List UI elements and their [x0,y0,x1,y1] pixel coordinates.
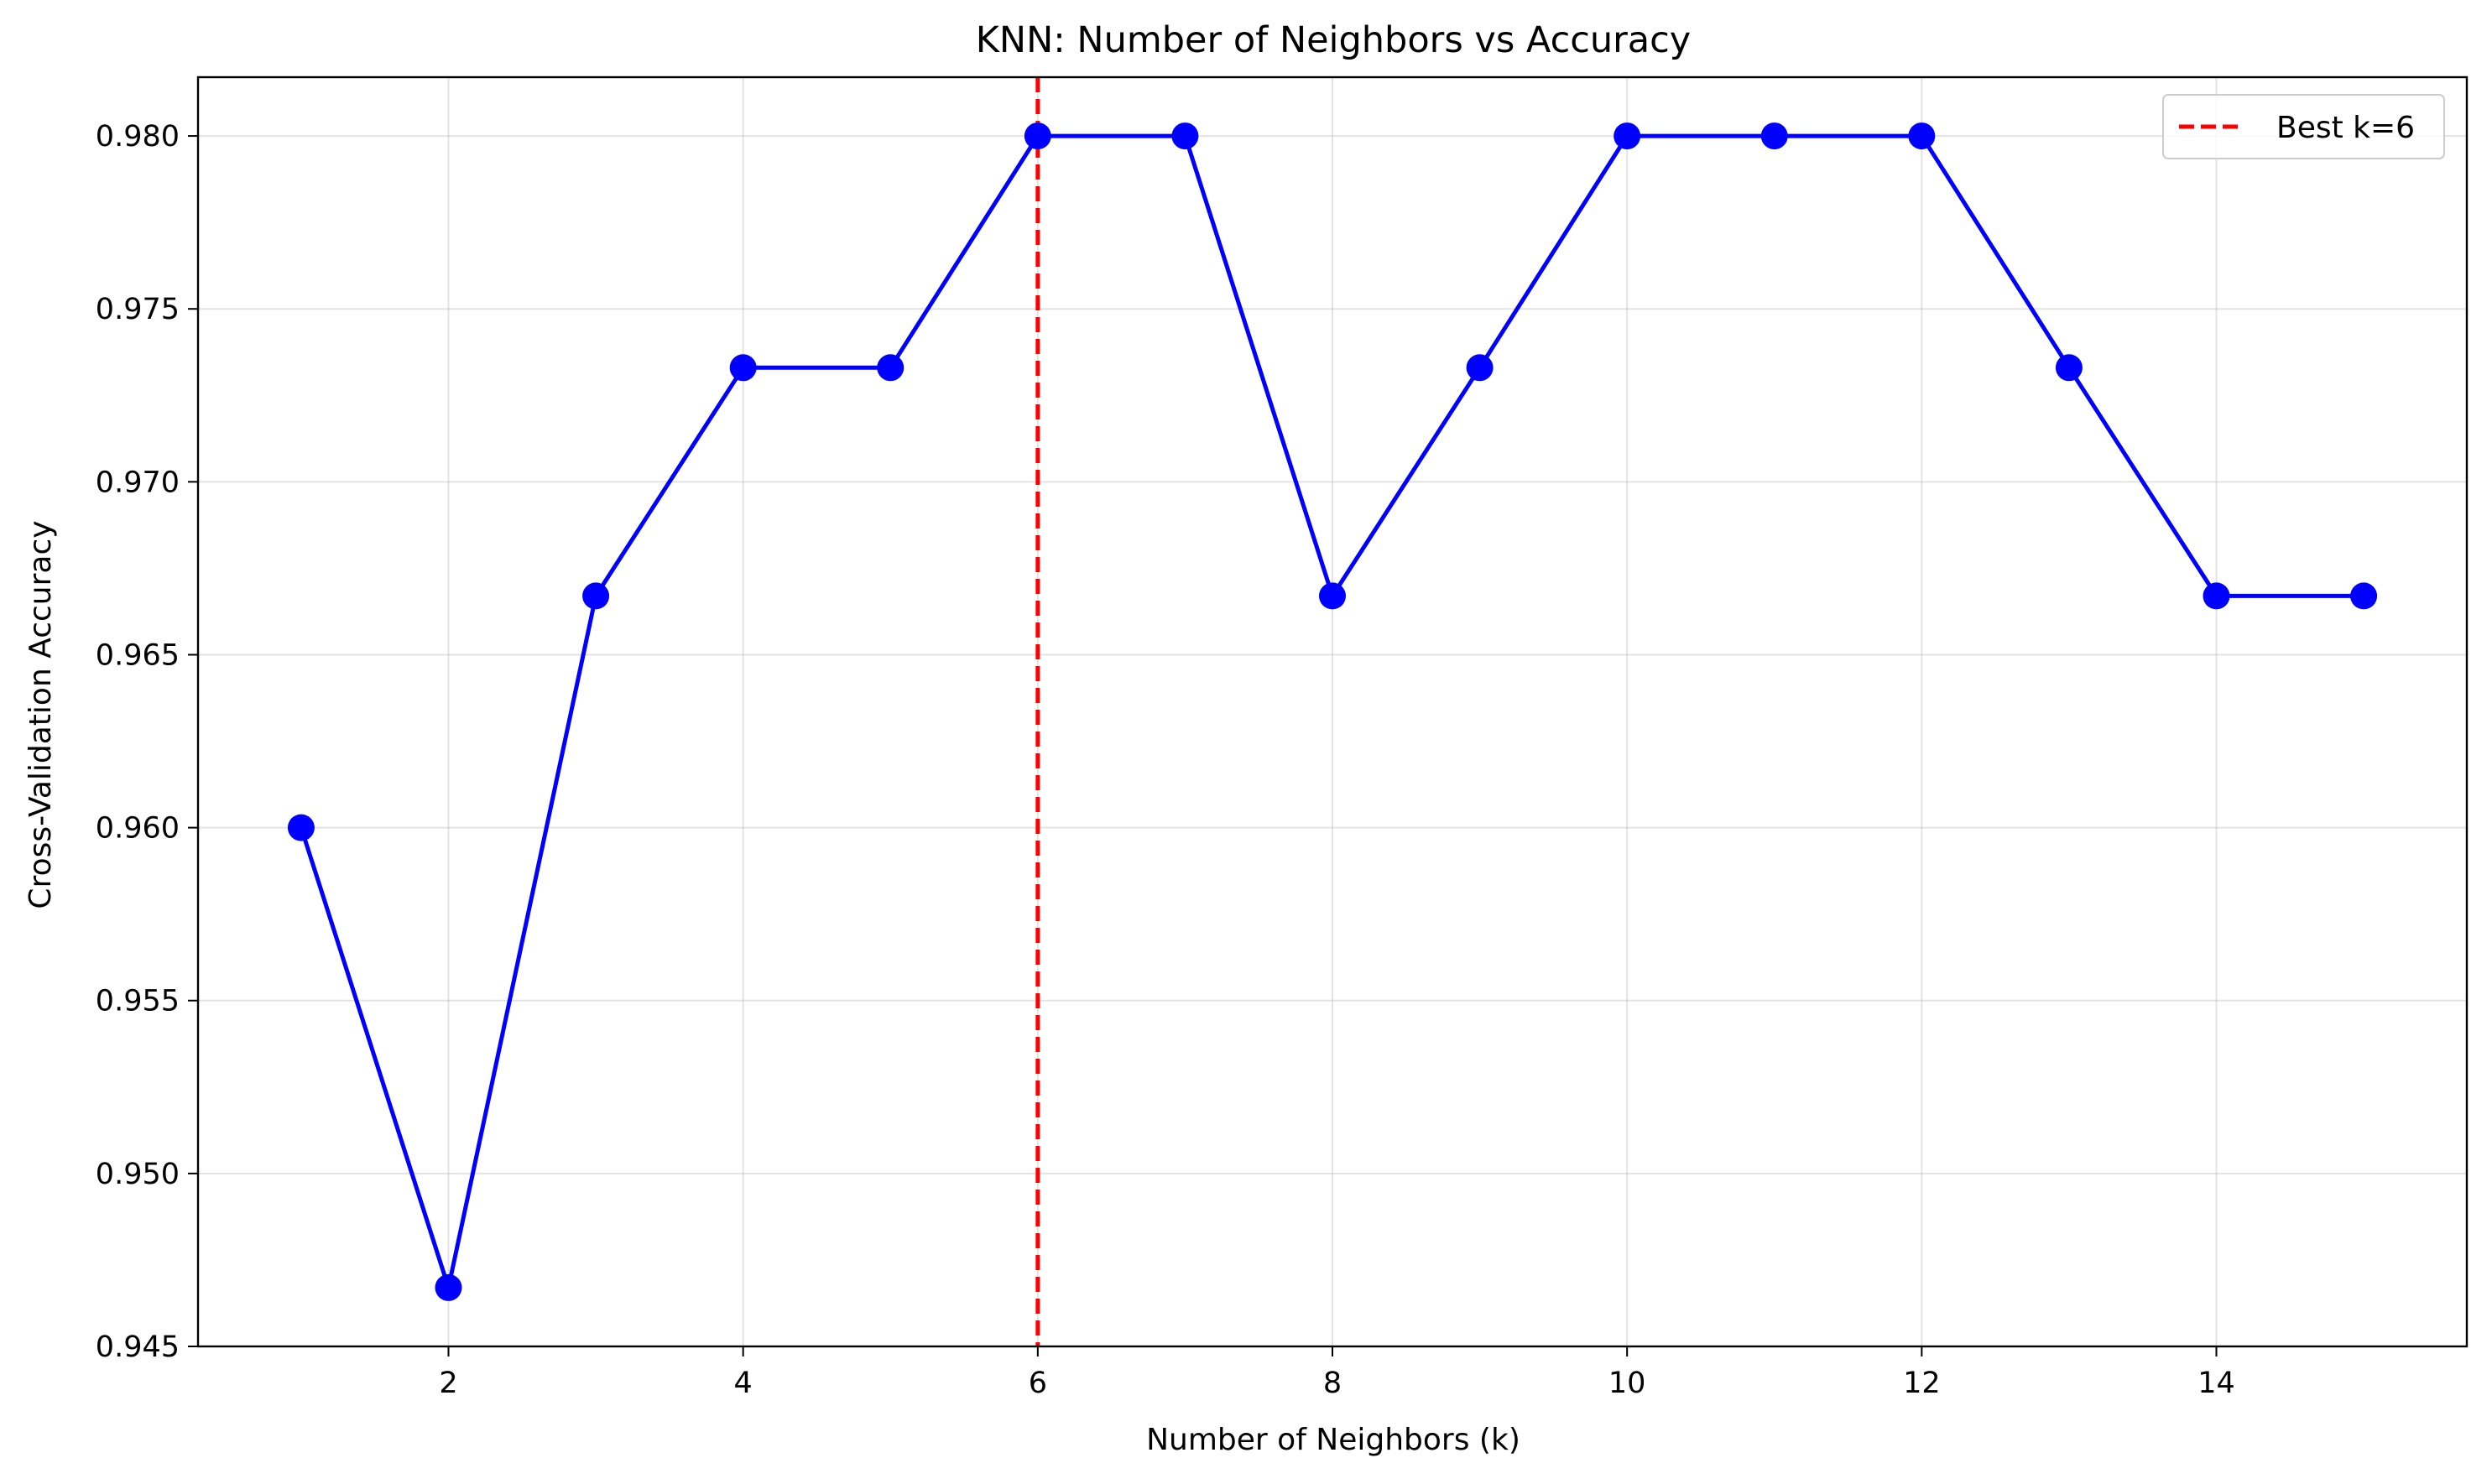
x-tick-label: 14 [2197,1367,2235,1400]
data-point [1466,354,1494,382]
data-point [287,814,315,841]
data-point [1908,122,1936,150]
data-point [2055,354,2083,382]
legend-label-best-k: Best k=6 [2276,111,2415,145]
y-tick-label: 0.965 [96,638,180,672]
grid [198,77,2467,1347]
x-tick-label: 10 [1608,1367,1646,1400]
chart-title: KNN: Number of Neighbors vs Accuracy [976,19,1692,61]
data-point [435,1273,462,1301]
y-tick-label: 0.960 [96,812,180,846]
data-point [1760,122,1788,150]
data-point [2350,582,2378,610]
x-tick-label: 2 [439,1367,457,1400]
y-tick-label: 0.945 [96,1330,180,1364]
data-point [2203,582,2230,610]
y-axis-label: Cross-Validation Accuracy [23,520,58,909]
data-point [1614,122,1641,150]
data-point [582,582,610,610]
data-point [877,354,905,382]
x-tick-label: 12 [1903,1367,1941,1400]
data-point [1319,582,1346,610]
y-tick-label: 0.975 [96,293,180,326]
y-tick-label: 0.980 [96,120,180,154]
series-layer [287,122,2378,1301]
x-axis-label: Number of Neighbors (k) [1146,1423,1520,1457]
x-tick-label: 8 [1323,1367,1342,1400]
y-axis-ticks: 0.945 0.950 0.955 0.960 0.965 0.970 0.975 0.980 [96,120,198,1364]
legend: Best k=6 [2162,94,2445,159]
x-tick-label: 4 [734,1367,753,1400]
x-tick-label: 6 [1029,1367,1047,1400]
data-point [1171,122,1199,150]
data-point [1024,122,1051,150]
y-tick-label: 0.955 [96,985,180,1018]
y-tick-label: 0.950 [96,1158,180,1191]
legend-box [2162,94,2445,159]
data-point [729,354,757,382]
y-tick-label: 0.970 [96,466,180,499]
x-axis-ticks: 2 4 6 8 10 12 14 [439,1346,2235,1400]
